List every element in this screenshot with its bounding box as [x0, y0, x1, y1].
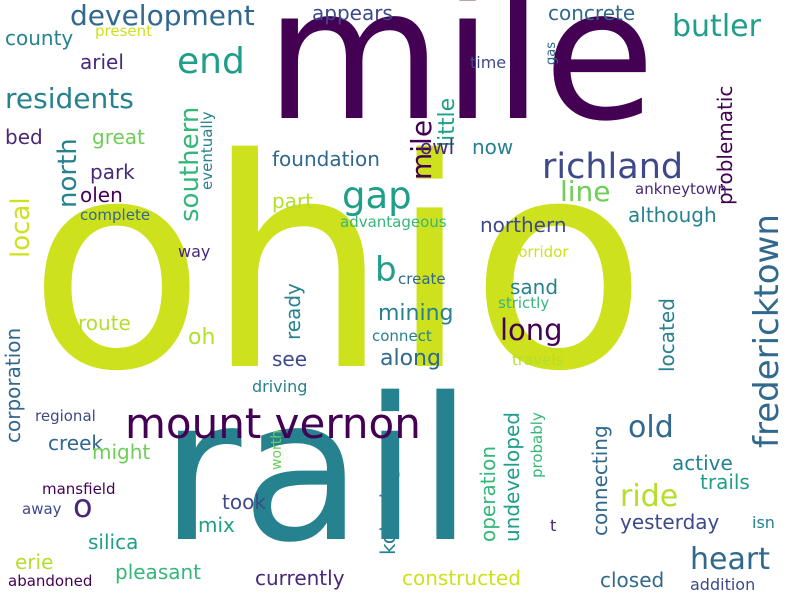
word-way: way	[178, 242, 211, 261]
word-addition: addition	[690, 575, 756, 594]
word-butler: butler	[672, 9, 761, 44]
word-probably: probably	[528, 412, 546, 478]
word-mount-vernon: mount vernon	[125, 399, 421, 448]
word-might: might	[92, 440, 151, 464]
word-abandoned: abandoned	[8, 572, 93, 590]
word-mansfield: mansfield	[42, 480, 116, 498]
word-travels: travels	[512, 351, 564, 369]
word-took: took	[222, 490, 266, 514]
word-yesterday: yesterday	[620, 510, 720, 534]
word-line: line	[560, 175, 611, 208]
word-development: development	[70, 0, 255, 32]
word-worth: worth	[269, 429, 285, 470]
word-b: b	[375, 250, 397, 290]
word-along: along	[380, 346, 441, 371]
word-erie: erie	[15, 550, 54, 574]
word-silica: silica	[88, 530, 139, 554]
word-although: although	[628, 203, 717, 227]
word-active: active	[672, 451, 733, 475]
word-route: route	[78, 311, 131, 335]
word-create: create	[398, 270, 446, 288]
word-regional: regional	[35, 407, 96, 425]
word-mile: mile	[265, 0, 656, 161]
word-gas: gas	[544, 42, 559, 65]
word-driving: driving	[252, 377, 308, 396]
word-residents: residents	[5, 82, 134, 115]
word-county: county	[5, 26, 74, 50]
word-park: park	[90, 160, 135, 184]
word-rail: rail	[160, 355, 473, 586]
word-mix: mix	[198, 513, 235, 537]
word-great: great	[92, 125, 145, 149]
word-richland: richland	[542, 147, 684, 187]
word-located: located	[655, 298, 679, 372]
word-appears: appears	[312, 1, 393, 25]
word-fredericktown: fredericktown	[747, 214, 787, 448]
word-isn: isn	[752, 513, 775, 532]
word-long: long	[500, 313, 563, 347]
word-connecting: connecting	[588, 425, 612, 536]
word-local: local	[6, 197, 36, 258]
word-heart: heart	[690, 542, 770, 577]
word-present: present	[95, 22, 153, 40]
word-undeveloped: undeveloped	[500, 412, 524, 542]
word-ride: ride	[620, 479, 679, 514]
word-mining: mining	[378, 301, 454, 326]
word-eventually: eventually	[198, 111, 216, 190]
word-see: see	[272, 347, 308, 371]
word-strictly: strictly	[498, 294, 550, 312]
word-foundation: foundation	[272, 147, 380, 171]
word-corporation: corporation	[1, 327, 25, 443]
word-gap: gap	[342, 174, 412, 217]
word-olen: olen	[80, 183, 123, 207]
word-corridor: corridor	[510, 243, 569, 261]
word-ariel: ariel	[80, 50, 124, 74]
word-time: time	[470, 53, 507, 72]
word-creek: creek	[48, 431, 103, 455]
word-northern: northern	[480, 213, 567, 237]
word-ready: ready	[281, 283, 305, 340]
word-sand: sand	[510, 275, 559, 299]
word-ohio: ohio	[28, 98, 648, 435]
word-concrete: concrete	[548, 1, 636, 25]
word-trails: trails	[700, 470, 750, 494]
word-now: now	[472, 135, 514, 159]
word-currently: currently	[255, 566, 345, 590]
word-kokosing: kokosing	[376, 467, 400, 555]
word-oh: oh	[188, 325, 216, 350]
word-operation: operation	[476, 445, 500, 542]
word-owl: owl	[420, 135, 455, 159]
word-bed: bed	[5, 125, 43, 149]
word-closed: closed	[600, 568, 665, 592]
word-end: end	[177, 41, 245, 82]
word-pleasant: pleasant	[115, 560, 202, 584]
word-connect: connect	[372, 327, 432, 345]
word-complete: complete	[80, 206, 151, 224]
word-o: o	[73, 487, 93, 525]
word-advantageous: advantageous	[340, 213, 447, 231]
word-part: part	[272, 189, 314, 213]
word-constructed: constructed	[402, 566, 521, 590]
word-away: away	[22, 500, 62, 518]
word-north: north	[53, 138, 83, 208]
word-ankneytown: ankneytown	[635, 180, 727, 198]
word-t: t	[550, 516, 557, 535]
word-old: old	[628, 410, 674, 445]
